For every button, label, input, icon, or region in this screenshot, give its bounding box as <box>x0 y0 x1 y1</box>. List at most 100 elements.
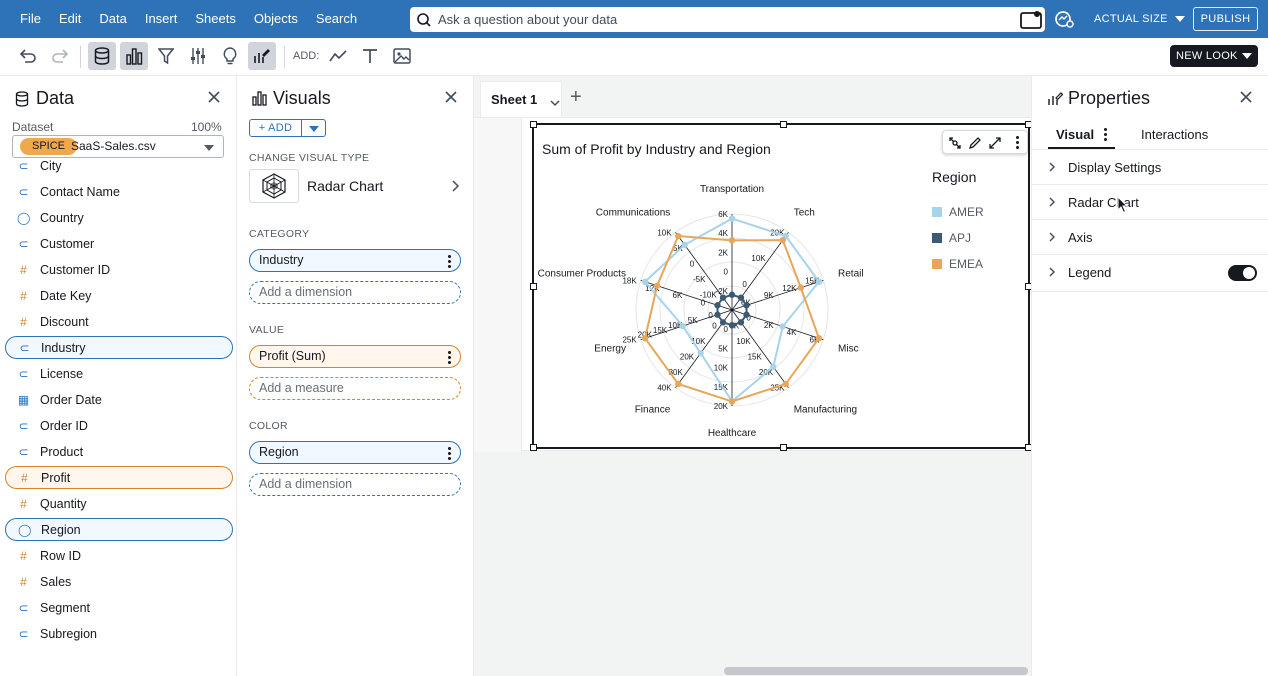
resize-handle[interactable] <box>1025 444 1031 451</box>
more-options-icon[interactable] <box>448 255 451 268</box>
menu-search[interactable]: Search <box>315 11 358 26</box>
undo-button[interactable] <box>14 42 42 70</box>
menu-data[interactable]: Data <box>99 11 127 26</box>
field-item[interactable]: # Customer ID <box>5 258 233 281</box>
menu-edit[interactable]: Edit <box>58 11 82 26</box>
resize-handle[interactable] <box>1025 121 1031 128</box>
visual-type-label: Radar Chart <box>307 178 384 194</box>
axis-tick-label: 0 <box>724 325 729 334</box>
field-item[interactable]: ⊂ Customer <box>5 232 233 255</box>
add-color-dimension[interactable]: Add a dimension <box>249 473 461 496</box>
filter-button[interactable] <box>152 42 180 70</box>
field-item[interactable]: ⊂ City <box>5 156 233 177</box>
field-item[interactable]: ⊂ Segment <box>5 596 233 619</box>
field-item[interactable]: # Discount <box>5 310 233 333</box>
add-category-dimension[interactable]: Add a dimension <box>249 281 461 304</box>
data-pane-button[interactable] <box>88 42 116 70</box>
tab-visual[interactable]: Visual <box>1056 127 1095 142</box>
drill-icon[interactable] <box>948 136 962 150</box>
field-item[interactable]: ⊂ Industry <box>5 336 233 359</box>
field-item[interactable]: # Profit <box>5 466 233 489</box>
data-point-apj <box>719 319 727 326</box>
menu-insert[interactable]: Insert <box>144 11 178 26</box>
close-icon[interactable] <box>207 90 221 104</box>
redo-button[interactable] <box>46 42 74 70</box>
resize-handle[interactable] <box>530 283 537 290</box>
search-bar[interactable]: Ask a question about your data <box>410 7 1045 32</box>
expand-icon[interactable] <box>988 136 1002 150</box>
category-label: CATEGORY <box>249 228 310 240</box>
axis-tick-label: 15K <box>748 353 763 362</box>
color-field-well[interactable]: Region <box>249 441 461 464</box>
resize-handle[interactable] <box>780 121 787 128</box>
field-item[interactable]: # Quantity <box>5 492 233 515</box>
add-sheet-button[interactable]: + <box>570 86 582 108</box>
legend-item-emea[interactable]: EMEA <box>932 257 983 271</box>
category-field-well[interactable]: Industry <box>249 249 461 272</box>
menu-file[interactable]: File <box>20 11 41 26</box>
field-item[interactable]: # Sales <box>5 570 233 593</box>
resize-handle[interactable] <box>530 444 537 451</box>
horizontal-scrollbar[interactable] <box>724 667 1028 675</box>
data-point-amer <box>681 241 688 249</box>
legend-toggle[interactable] <box>1228 265 1257 281</box>
insights-button[interactable] <box>216 42 244 70</box>
field-item[interactable]: ⊂ Product <box>5 440 233 463</box>
add-text-button[interactable] <box>356 42 384 70</box>
section-axis[interactable]: Axis <box>1032 220 1268 255</box>
close-icon[interactable] <box>444 90 458 104</box>
field-item[interactable]: ⊂ License <box>5 362 233 385</box>
insights-icon[interactable] <box>1054 9 1074 29</box>
visuals-pane-button[interactable] <box>120 42 148 70</box>
new-look-button[interactable]: NEW LOOK <box>1170 45 1258 67</box>
chevron-down-icon[interactable] <box>550 98 560 108</box>
tab-interactions[interactable]: Interactions <box>1141 127 1209 142</box>
resize-handle[interactable] <box>780 444 787 451</box>
field-item[interactable]: ◯ Region <box>5 518 233 541</box>
resize-handle[interactable] <box>530 121 537 128</box>
search-input[interactable]: Ask a question about your data <box>438 12 618 27</box>
field-item[interactable]: ▦ Order Date <box>5 388 233 411</box>
field-item[interactable]: # Row ID <box>5 544 233 567</box>
value-field-well[interactable]: Profit (Sum) <box>249 345 461 368</box>
more-options-icon[interactable] <box>448 351 451 364</box>
more-options-icon[interactable] <box>1104 128 1107 141</box>
actual-size-dropdown[interactable]: ACTUAL SIZE <box>1094 0 1186 38</box>
menu-objects[interactable]: Objects <box>253 11 298 26</box>
field-item[interactable]: ◯ Country <box>5 206 233 229</box>
radar-visual[interactable]: Sum of Profit by Industry and Region 6K 4… <box>530 121 1031 451</box>
legend-label: APJ <box>949 231 972 245</box>
add-visual-button[interactable]: + ADD <box>249 119 302 137</box>
add-visual-dropdown[interactable] <box>302 119 326 137</box>
analysis-canvas: Sheet 1 + Sum of Profit by Industry and … <box>474 76 1031 676</box>
legend-item-apj[interactable]: APJ <box>932 231 971 245</box>
add-image-button[interactable] <box>388 42 416 70</box>
screen-share-icon[interactable] <box>1020 10 1042 29</box>
measure-icon: # <box>20 262 27 277</box>
section-label: Legend <box>1068 265 1112 280</box>
add-insight-button[interactable] <box>324 42 352 70</box>
field-item[interactable]: ⊂ Contact Name <box>5 180 233 203</box>
axis-tick-label: 0 <box>746 313 751 322</box>
section-radar-chart[interactable]: Radar Chart <box>1032 185 1268 220</box>
resize-handle[interactable] <box>1025 283 1031 290</box>
legend-item-amer[interactable]: AMER <box>932 205 984 219</box>
more-options-icon[interactable] <box>448 447 451 460</box>
section-legend[interactable]: Legend <box>1032 255 1268 292</box>
add-value-measure[interactable]: Add a measure <box>249 377 461 400</box>
field-item[interactable]: ⊂ Subregion <box>5 622 233 645</box>
dataset-select[interactable]: SPICE SaaS-Sales.csv <box>12 135 224 158</box>
section-display-settings[interactable]: Display Settings <box>1032 150 1268 185</box>
publish-button[interactable]: PUBLISH <box>1193 7 1258 31</box>
visual-type-selector[interactable]: Radar Chart <box>249 169 460 203</box>
field-item[interactable]: ⊂ Order ID <box>5 414 233 437</box>
sheet-tab[interactable]: Sheet 1 <box>480 81 562 117</box>
format-visual-button[interactable] <box>248 42 276 70</box>
close-icon[interactable] <box>1239 90 1253 104</box>
axis-tick-label: 9K <box>764 291 774 300</box>
more-options-icon[interactable] <box>1016 136 1019 149</box>
menu-sheets[interactable]: Sheets <box>195 11 236 26</box>
parameters-button[interactable] <box>184 42 212 70</box>
pencil-icon[interactable] <box>968 136 982 150</box>
field-item[interactable]: # Date Key <box>5 284 233 307</box>
